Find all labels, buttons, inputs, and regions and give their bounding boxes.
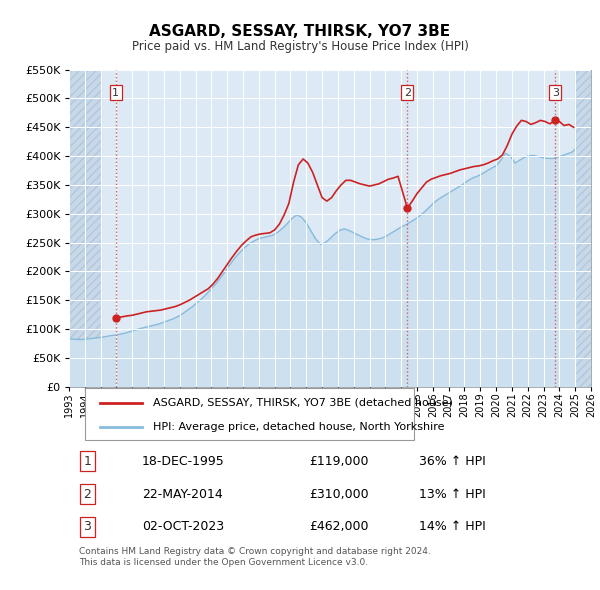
Text: £462,000: £462,000 [309,520,368,533]
Text: £119,000: £119,000 [309,455,368,468]
FancyBboxPatch shape [85,388,413,440]
Bar [69,70,101,387]
Text: ASGARD, SESSAY, THIRSK, YO7 3BE: ASGARD, SESSAY, THIRSK, YO7 3BE [149,24,451,38]
Text: HPI: Average price, detached house, North Yorkshire: HPI: Average price, detached house, Nort… [152,422,444,432]
Text: 3: 3 [552,88,559,98]
Bar [575,70,591,387]
Text: 2: 2 [404,88,411,98]
Text: 14% ↑ HPI: 14% ↑ HPI [419,520,485,533]
Text: ASGARD, SESSAY, THIRSK, YO7 3BE (detached house): ASGARD, SESSAY, THIRSK, YO7 3BE (detache… [152,398,452,408]
Text: 13% ↑ HPI: 13% ↑ HPI [419,488,485,501]
Text: 2: 2 [83,488,91,501]
Text: £310,000: £310,000 [309,488,369,501]
Text: 1: 1 [83,455,91,468]
Text: 18-DEC-1995: 18-DEC-1995 [142,455,225,468]
Text: 22-MAY-2014: 22-MAY-2014 [142,488,223,501]
Text: Price paid vs. HM Land Registry's House Price Index (HPI): Price paid vs. HM Land Registry's House … [131,40,469,53]
Text: 36% ↑ HPI: 36% ↑ HPI [419,455,485,468]
Text: 02-OCT-2023: 02-OCT-2023 [142,520,224,533]
Text: Contains HM Land Registry data © Crown copyright and database right 2024.
This d: Contains HM Land Registry data © Crown c… [79,547,431,566]
Text: 3: 3 [83,520,91,533]
Text: 1: 1 [112,88,119,98]
